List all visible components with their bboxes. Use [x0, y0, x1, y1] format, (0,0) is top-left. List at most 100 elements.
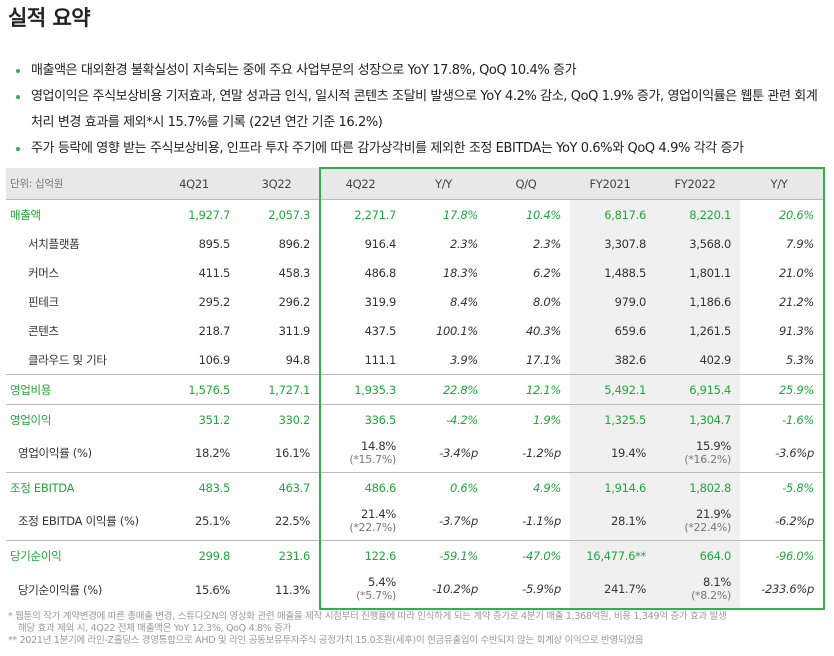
table-cell: 100.1% [435, 323, 478, 338]
table-cell: 21.4% (*22.7%) [319, 502, 405, 541]
table-cell: 6.2% [532, 265, 561, 280]
table-cell: 6,817.6 [570, 199, 655, 229]
table-cell: 486.6 [319, 472, 405, 502]
table-cell: -4.2% [405, 404, 487, 434]
column-header: 단위: 십억원 [6, 168, 154, 200]
table-cell: 10.4% [487, 199, 570, 229]
table-cell: 218.7 [198, 323, 231, 338]
table-cell: 1,186.6 [655, 287, 740, 316]
table-cell: 319.9 [319, 287, 405, 316]
cell-value: 8.1% [702, 575, 731, 589]
table-cell: 311.9 [278, 323, 311, 338]
bullet: 매출액은 대외환경 불확실성이 지속되는 중에 주요 사업부문의 성장으로 Yo… [14, 58, 830, 84]
column-header: 3Q22 [239, 168, 320, 200]
cell-value: 21.9% [695, 507, 731, 521]
table-cell: 25.9% [740, 374, 825, 405]
table-cell: -1.1%p [522, 514, 561, 528]
table-cell: 111.1 [319, 345, 405, 375]
footnote-line: ** 2021년 1분기에 라인-Z홀딩스 경영통합으로 AHD 및 라인 공동… [8, 635, 644, 646]
table-cell: 2,271.7 [319, 199, 405, 229]
table-cell: 3.9% [449, 352, 478, 367]
table-row: 서치플랫폼 895.5 896.2 916.4 2.3% 2.3% 3,307.8 3,568… [6, 229, 825, 258]
table-cell: 483.5 [154, 472, 239, 502]
table-cell: 3,307.8 [570, 229, 655, 258]
row-label: 조정 EBITDA 이익률 (%) [18, 514, 139, 528]
table-cell: 8.0% [532, 294, 561, 309]
table-cell: 295.2 [198, 294, 231, 309]
table-cell: -3.4%p [439, 446, 478, 460]
table-cell: 5.3% [740, 345, 825, 375]
table-cell: 15.6% [194, 582, 230, 597]
table-row: 당기순이익 299.8 231.6 122.6 -59.1% -47.0% 16,477.6… [6, 540, 825, 570]
table-cell: 1,727.1 [239, 374, 320, 405]
table-cell: 22.8% [405, 374, 487, 405]
table-cell: 6,915.4 [655, 374, 740, 405]
header-row: 단위: 십억원 4Q21 3Q22 4Q22 Y/Y Q/Q FY2021 FY2022 Y/Y [6, 167, 825, 200]
table-cell: 1,927.7 [154, 199, 239, 229]
table-cell: 22.5% [274, 514, 310, 528]
row-label: 클라우드 및 기타 [28, 352, 107, 367]
table-cell: 1,935.3 [319, 374, 405, 405]
table-cell: 19.4% [570, 434, 655, 473]
table-cell: 7.9% [740, 229, 825, 258]
cell-note: (*22.7%) [349, 521, 396, 534]
table-row: 조정 EBITDA 이익률 (%) 25.1% 22.5% 21.4% (*22.7%)… [6, 502, 825, 541]
table-cell: 486.8 [319, 258, 405, 287]
footnote-line: 해당 효과 제외 시, 4Q22 전체 매출액은 YoY 12.3%, QoQ … [18, 623, 292, 634]
table-cell: 382.6 [570, 345, 655, 375]
table-cell: -96.0% [740, 540, 825, 570]
table-cell: 1,304.7 [655, 404, 740, 434]
table-cell: 411.5 [198, 265, 231, 280]
table-cell: 0.6% [405, 472, 487, 502]
table-cell: 21.2% [740, 287, 825, 316]
table-cell: 2,057.3 [239, 199, 320, 229]
table-cell: 17.8% [405, 199, 487, 229]
cell-note: (*16.2%) [684, 453, 731, 466]
table-cell: 463.7 [239, 472, 320, 502]
table-head: 단위: 십억원 4Q21 3Q22 4Q22 Y/Y Q/Q FY2021 FY2022 Y/Y [6, 167, 825, 200]
bullet: 주가 등락에 영향 받는 주식보상비용, 인프라 투자 주기에 따른 감가상각비… [14, 136, 830, 162]
column-header: 4Q21 [154, 168, 239, 200]
table-cell: 40.3% [525, 323, 561, 338]
table-cell: 14.8% (*15.7%) [319, 434, 405, 473]
table-row: 핀테크 295.2 296.2 319.9 8.4% 8.0% 979.0 1,186.6 21… [6, 287, 825, 316]
table-cell: 916.4 [319, 229, 405, 258]
table-cell: 8,220.1 [655, 199, 740, 229]
table-cell: -59.1% [405, 540, 487, 570]
table-cell: 8.4% [449, 294, 478, 309]
table-row: 조정 EBITDA 483.5 463.7 486.6 0.6% 4.9% 1,914.6 1… [6, 472, 825, 502]
table-cell: 21.0% [740, 258, 825, 287]
table-cell: 3,568.0 [655, 229, 740, 258]
page-title: 실적 요약 [8, 6, 91, 30]
table-cell: 458.3 [278, 265, 311, 280]
table-row: 커머스 411.5 458.3 486.8 18.3% 6.2% 1,488.5 1,801.… [6, 258, 825, 287]
row-label: 콘텐츠 [28, 323, 59, 338]
table-row: 당기순이익률 (%) 15.6% 11.3% 5.4% (*5.7%) -10.2%p -5… [6, 570, 825, 610]
table-row: 클라우드 및 기타 106.9 94.8 111.1 3.9% 17.1% 382.6 402… [6, 345, 825, 375]
table-cell: 11.3% [274, 582, 310, 597]
table-cell: 1,261.5 [655, 316, 740, 345]
cell-value: 21.4% [360, 507, 396, 521]
table-cell: 2.3% [449, 236, 478, 251]
table-cell: 1,914.6 [570, 472, 655, 502]
row-label: 서치플랫폼 [28, 236, 80, 251]
table-cell: 18.3% [442, 265, 478, 280]
bullet: 영업이익은 주식보상비용 기저효과, 연말 성과금 인식, 일시적 콘텐츠 조달… [14, 84, 830, 136]
table-cell: 664.0 [655, 540, 740, 570]
table-row: 매출액 1,927.7 2,057.3 2,271.7 17.8% 10.4% 6,817.… [6, 199, 825, 229]
row-label: 커머스 [28, 265, 59, 280]
results-table: 단위: 십억원 4Q21 3Q22 4Q22 Y/Y Q/Q FY2021 FY2022 Y/Y… [6, 167, 825, 610]
table-row: 콘텐츠 218.7 311.9 437.5 100.1% 40.3% 659.6 1,261.… [6, 316, 825, 345]
row-label: 당기순이익 [6, 540, 154, 570]
table-cell: 402.9 [655, 345, 740, 375]
row-label: 핀테크 [28, 294, 59, 309]
table-cell: 28.1% [570, 502, 655, 541]
column-header: Y/Y [740, 167, 825, 200]
row-label: 조정 EBITDA [6, 472, 154, 502]
bullet-list: 매출액은 대외환경 불확실성이 지속되는 중에 주요 사업부문의 성장으로 Yo… [14, 58, 830, 162]
cell-value: 5.4% [367, 575, 396, 589]
table-cell: 1,325.5 [570, 404, 655, 434]
table-cell: 241.7% [570, 570, 655, 610]
table-cell: 659.6 [570, 316, 655, 345]
